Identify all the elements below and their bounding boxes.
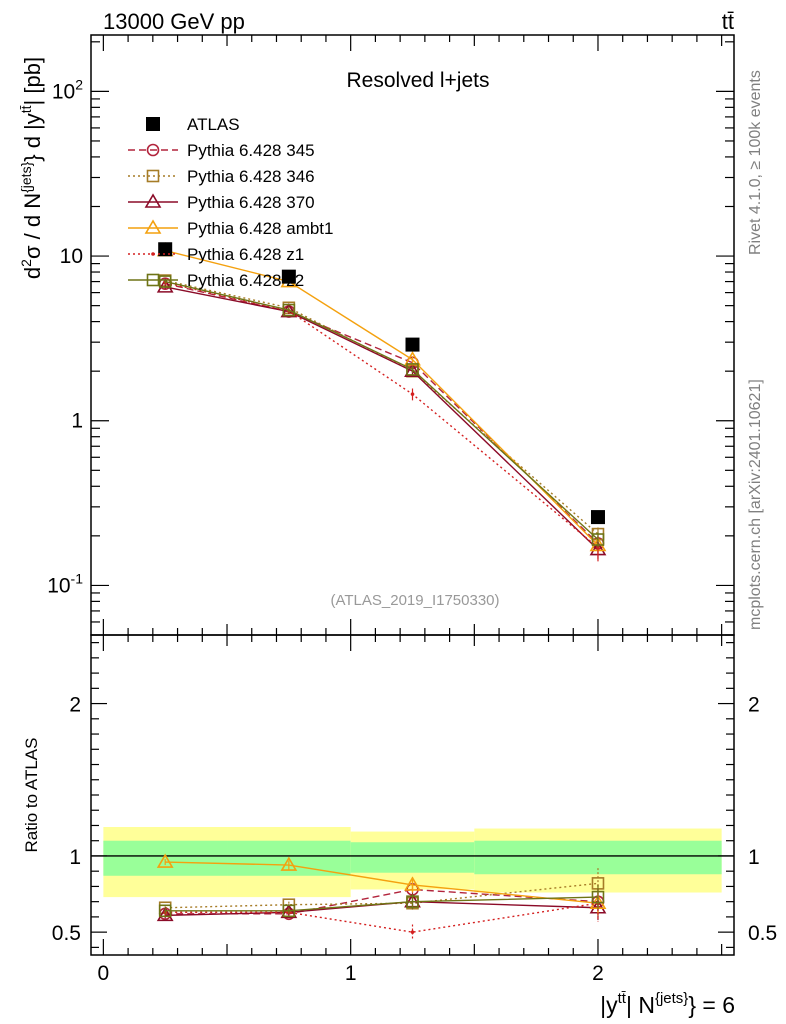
point-p370 xyxy=(404,362,421,377)
y-tick-label-main: 102 xyxy=(52,76,83,103)
point-atlas xyxy=(590,510,605,525)
ratio-line-z1 xyxy=(165,902,599,933)
point-z2 xyxy=(591,533,605,546)
main-panel: Resolved l+jets (ATLAS_2019_I1750330) d2… xyxy=(18,34,735,636)
legend-label-p346: Pythia 6.428 346 xyxy=(187,167,315,186)
ratio-point-z2 xyxy=(282,904,296,918)
legend-label-z1: Pythia 6.428 z1 xyxy=(187,245,304,264)
point-z1 xyxy=(410,392,415,396)
ratio-plot-area xyxy=(91,827,734,940)
ratio-y-axis-label: Ratio to ATLAS xyxy=(22,738,41,853)
legend-label-z2: Pythia 6.428 z2 xyxy=(187,271,304,290)
legend-marker-ambt1 xyxy=(144,219,162,234)
ratio-line-ambt1 xyxy=(165,861,599,904)
point-atlas xyxy=(158,242,173,257)
point-z2 xyxy=(406,363,419,376)
ratio-y-tick-label: 0.5 xyxy=(52,922,81,945)
legend-marker-z1 xyxy=(151,252,155,256)
point-z2 xyxy=(158,275,172,288)
legend-label-atlas: ATLAS xyxy=(187,115,240,134)
series-line-p345 xyxy=(165,282,599,544)
energy-label: 13000 GeV pp xyxy=(103,9,245,34)
point-p370 xyxy=(156,278,174,293)
main-title: Resolved l+jets xyxy=(347,69,490,92)
legend-label-ambt1: Pythia 6.428 ambt1 xyxy=(187,219,333,238)
x-tick-label: 2 xyxy=(592,962,604,985)
x-tick-label: 1 xyxy=(345,962,357,985)
ratio-y-tick-label: 2 xyxy=(69,694,81,717)
ratio-axes: 0.5 0.5 1 1 2 2 0 1 2 xyxy=(52,635,777,985)
uncertainty-band-stat xyxy=(103,840,228,876)
ratio-point-ambt1 xyxy=(404,876,421,891)
ratio-point-z1 xyxy=(410,930,415,934)
ratio-y-tick-label-right: 0.5 xyxy=(748,922,777,945)
point-atlas xyxy=(405,337,420,352)
point-p370 xyxy=(280,303,298,318)
legend-label-p370: Pythia 6.428 370 xyxy=(187,193,315,212)
main-axes: 10-1 1 10 102 xyxy=(47,35,734,636)
uncertainty-band-stat xyxy=(350,842,475,873)
series-line-z1 xyxy=(165,281,599,549)
legend-marker-p370 xyxy=(144,193,162,208)
legend-marker-p346 xyxy=(146,169,160,183)
series-line-p346 xyxy=(165,279,599,535)
legend-marker-p345 xyxy=(146,143,160,157)
x-axis-label: |ytt̄| N{jets}} = 6 xyxy=(600,990,735,1018)
legend-marker-z2 xyxy=(146,273,160,287)
legend-label-p345: Pythia 6.428 345 xyxy=(187,141,315,160)
ratio-panel: Ratio to ATLAS |ytt̄| N{jets}} = 6 0.5 0.… xyxy=(22,634,777,1018)
ratio-line-p370 xyxy=(165,900,599,917)
main-plot-area xyxy=(156,241,607,562)
ratio-point-ambt1 xyxy=(156,853,174,868)
mcplots-label: mcplots.cern.ch [arXiv:2401.10621] xyxy=(747,379,764,630)
rivet-label: Rivet 4.1.0, ≥ 100k events xyxy=(747,70,764,255)
ratio-point-p370 xyxy=(156,906,174,922)
series-line-z2 xyxy=(165,280,599,541)
x-tick-label: 0 xyxy=(98,962,110,985)
ratio-y-tick-label: 1 xyxy=(69,846,81,869)
ratio-y-tick-label-right: 2 xyxy=(748,694,760,717)
ratio-line-z2 xyxy=(165,896,598,912)
ratio-y-tick-label-right: 1 xyxy=(748,846,760,869)
series-line-ambt1 xyxy=(165,249,599,546)
ratio-point-z2 xyxy=(158,904,172,918)
ratio-point-ambt1 xyxy=(280,856,298,871)
legend: ATLAS Pythia 6.428 345 Pythia 6.428 346 Pyt… xyxy=(128,115,333,290)
ratio-point-z2 xyxy=(406,895,419,908)
point-atlas xyxy=(281,269,296,284)
process-label: tt̄ xyxy=(722,9,734,34)
main-y-axis-label: d2σ / d N{jets}} d |ytt̄| [pb] xyxy=(18,57,45,279)
y-tick-label-main: 10 xyxy=(60,245,83,268)
point-z2 xyxy=(282,303,296,317)
ratio-point-z2 xyxy=(591,890,605,904)
series-line-p370 xyxy=(165,286,599,551)
y-tick-label-main: 1 xyxy=(71,410,83,433)
watermark: (ATLAS_2019_I1750330) xyxy=(330,592,499,609)
ratio-line-p346 xyxy=(165,882,599,909)
legend-marker-atlas xyxy=(146,117,160,131)
y-tick-label-main: 10-1 xyxy=(47,570,83,597)
